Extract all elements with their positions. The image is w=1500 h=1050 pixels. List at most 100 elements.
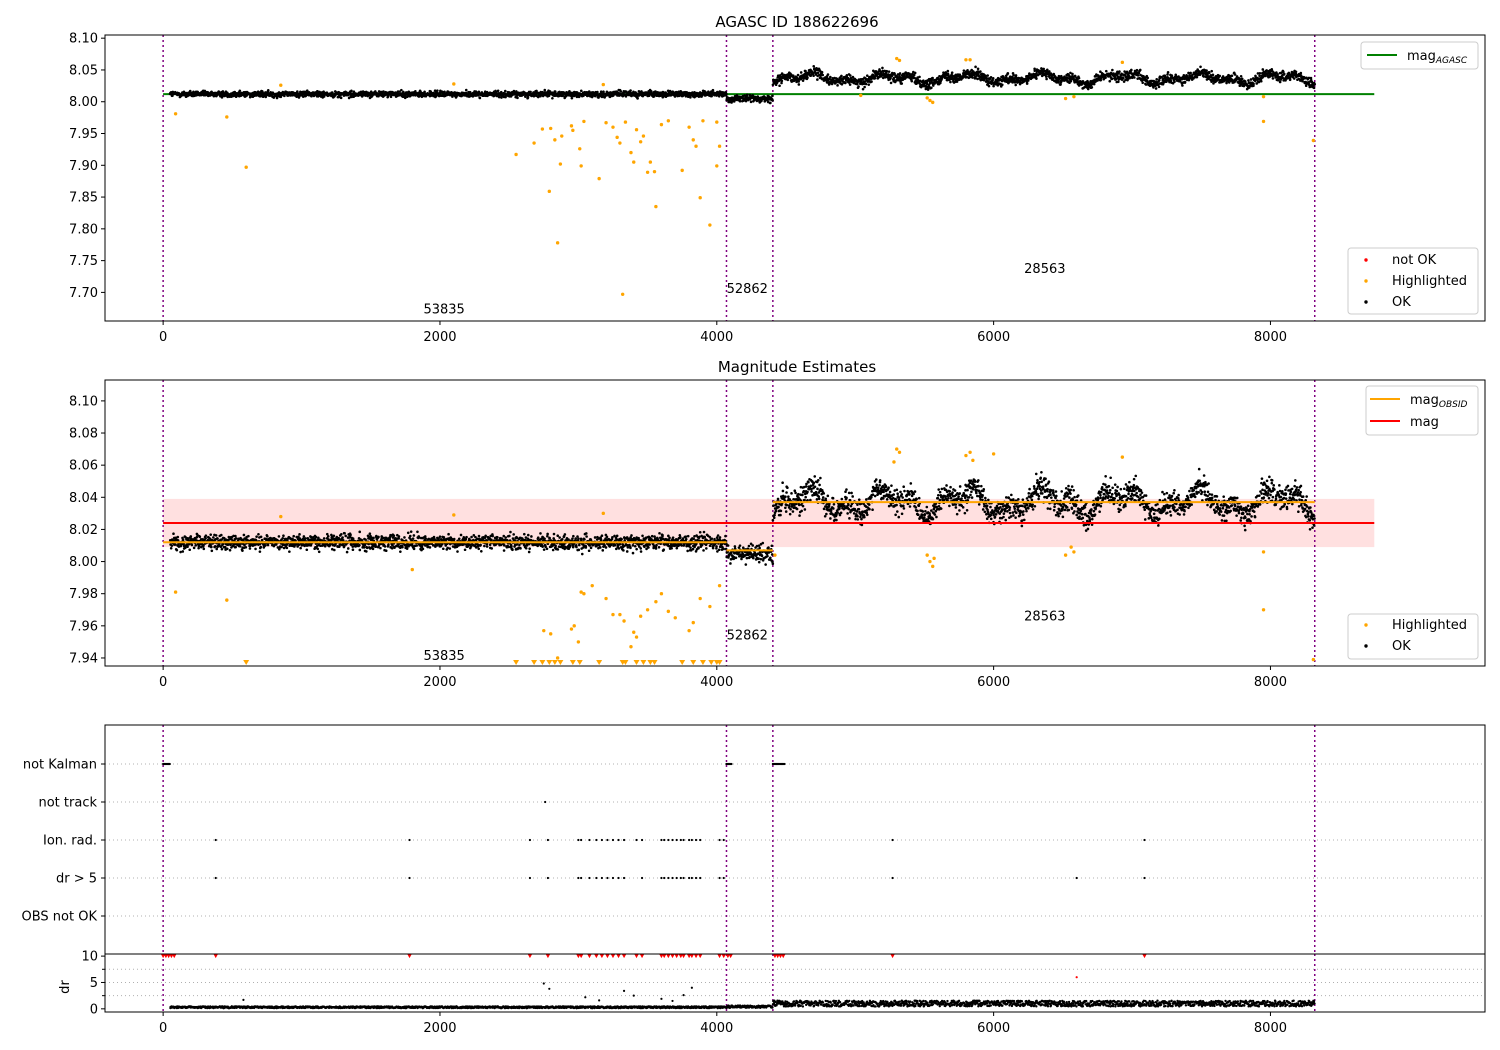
ok-point [322, 90, 325, 93]
ok-point [1077, 84, 1081, 87]
legend-marker [1364, 300, 1368, 304]
ok-point [485, 538, 489, 542]
ok-point [186, 545, 189, 549]
ok-point [913, 71, 917, 75]
ok-point [1281, 76, 1284, 80]
ok-point [989, 76, 993, 79]
ok-point [991, 76, 995, 80]
legend-label: OK [1392, 295, 1411, 310]
ok-point [1040, 67, 1043, 70]
highlighted-point [532, 141, 536, 145]
ok-point [1187, 71, 1190, 75]
ok-point [1138, 68, 1142, 72]
y-tick-label: 8.00 [69, 95, 98, 110]
ok-point [448, 547, 452, 550]
ok-point [1099, 78, 1103, 82]
ok-point [801, 79, 805, 82]
ok-point [933, 82, 936, 85]
ok-point [350, 543, 353, 547]
ok-point [263, 544, 267, 547]
ok-point [1207, 71, 1211, 75]
ok-point [423, 90, 426, 94]
ok-point [845, 73, 849, 77]
ok-point [774, 83, 778, 87]
chart-title: AGASC ID 188622696 [715, 13, 878, 31]
highlighted-point [173, 112, 178, 116]
ok-point [234, 537, 238, 540]
ok-point [1157, 78, 1161, 82]
ok-point [636, 97, 639, 100]
ok-point [204, 534, 208, 537]
ok-point [299, 546, 302, 550]
ok-point [436, 89, 439, 92]
ok-point [1177, 75, 1180, 78]
ok-point [392, 534, 396, 538]
highlighted-point [859, 93, 863, 98]
ok-point [1111, 68, 1114, 72]
ok-point [1256, 72, 1260, 75]
ok-point [343, 531, 346, 535]
y-tick-label: 7.70 [69, 286, 98, 301]
ok-point [307, 543, 311, 547]
ok-point [1125, 70, 1129, 74]
ok-point [330, 533, 333, 537]
ok-point [689, 96, 692, 99]
legend-label: magAGASC [1407, 49, 1468, 66]
ok-point [229, 543, 232, 547]
ok-point [811, 72, 815, 76]
ok-point [1122, 80, 1126, 83]
ok-point [1000, 83, 1004, 87]
ok-point [382, 536, 386, 540]
ok-point [840, 83, 844, 86]
ok-point [234, 95, 238, 99]
ok-point [725, 92, 728, 96]
ok-point [1025, 82, 1029, 85]
ok-point [797, 80, 800, 83]
highlighted-point [634, 127, 639, 132]
ok-point [1099, 70, 1102, 74]
ok-point [317, 550, 321, 554]
ok-point [851, 75, 855, 79]
ok-point [1012, 73, 1015, 77]
ok-point [1179, 80, 1182, 83]
ok-point [836, 84, 839, 87]
highlighted-point [540, 127, 545, 131]
highlighted-point [553, 138, 557, 142]
ok-point [437, 537, 440, 540]
ok-point [1242, 84, 1246, 88]
ok-point [1086, 87, 1090, 91]
ok-point [1130, 68, 1133, 72]
highlighted-point [1261, 94, 1266, 99]
ok-point [332, 534, 336, 538]
ok-point [346, 547, 350, 550]
ok-point [1104, 69, 1108, 73]
ok-point [446, 546, 449, 550]
ok-point [590, 95, 594, 99]
highlighted-points [173, 56, 1316, 297]
ok-point [826, 73, 830, 76]
ok-point [443, 90, 446, 94]
ok-point [992, 84, 995, 88]
ok-point [1299, 74, 1303, 77]
ok-point [780, 81, 783, 85]
ok-point [380, 537, 384, 540]
ok-point [1182, 74, 1186, 77]
ok-point [1217, 78, 1220, 81]
ok-point [233, 90, 237, 94]
ok-point [972, 73, 976, 77]
ok-point [202, 547, 206, 551]
ok-point [358, 543, 361, 547]
ok-point [242, 533, 246, 537]
ok-point [323, 544, 327, 548]
ok-point [1275, 71, 1278, 74]
ok-point [477, 547, 481, 551]
x-tick-label: 8000 [1254, 330, 1287, 345]
highlighted-point [279, 83, 283, 87]
ok-point [799, 71, 803, 74]
ok-point [195, 535, 199, 539]
ok-point [198, 535, 202, 539]
ok-point [619, 90, 623, 93]
ok-point [297, 543, 301, 547]
ok-point [1282, 72, 1286, 76]
